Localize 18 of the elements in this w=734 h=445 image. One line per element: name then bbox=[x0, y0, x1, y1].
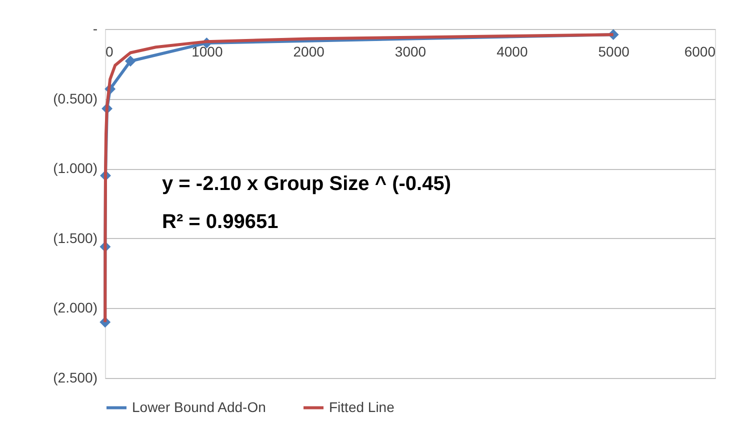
x-tick-label: 1000 bbox=[192, 44, 223, 60]
y-tick-label: (2.000) bbox=[53, 300, 98, 316]
point bbox=[124, 56, 136, 67]
y-tick-label: - bbox=[92, 20, 98, 36]
x-tick-label: 2000 bbox=[293, 44, 325, 60]
x-tick-label: 5000 bbox=[598, 44, 630, 60]
x-tick-label: 4000 bbox=[496, 44, 528, 60]
y-tick-label: (1.000) bbox=[53, 160, 98, 176]
legend-label: Lower Bound Add-On bbox=[132, 398, 266, 415]
y-tick-label: (0.500) bbox=[53, 90, 98, 106]
x-tick-label: 6000 bbox=[684, 44, 716, 60]
legend-label: Fitted Line bbox=[329, 398, 395, 415]
x-tick-label: 3000 bbox=[394, 44, 426, 60]
x-tick-label: 0 bbox=[106, 44, 114, 60]
annotation: y = -2.10 x Group Size ^ (-0.45) bbox=[162, 173, 452, 195]
y-tick-label: (2.500) bbox=[53, 370, 98, 386]
annotation: R² = 0.99651 bbox=[162, 211, 278, 233]
y-tick-label: (1.500) bbox=[53, 230, 98, 246]
